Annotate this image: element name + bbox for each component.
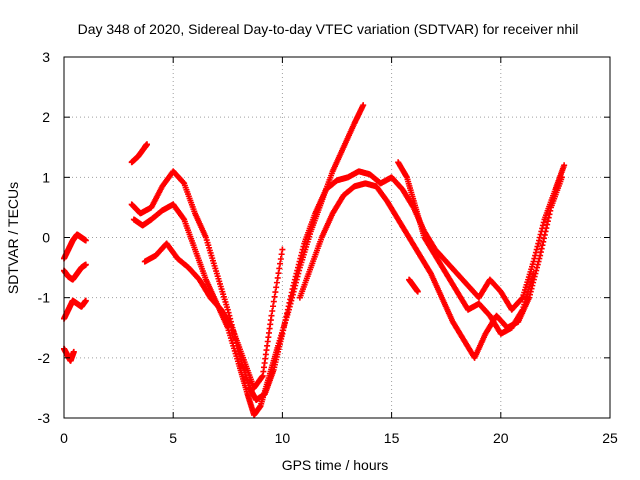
data-points xyxy=(61,102,568,418)
series-track-c xyxy=(61,297,89,322)
y-tick-label: 1 xyxy=(42,169,50,185)
series-track-j xyxy=(395,159,537,337)
y-tick-label: -2 xyxy=(38,350,51,366)
data-point xyxy=(360,102,367,109)
x-tick-label: 20 xyxy=(493,430,509,446)
y-tick-label: 3 xyxy=(42,49,50,65)
series-track-e xyxy=(128,141,150,166)
series-track-i xyxy=(296,174,565,361)
chart-title: Day 348 of 2020, Sidereal Day-to-day VTE… xyxy=(78,21,579,37)
x-axis-label: GPS time / hours xyxy=(282,457,389,473)
data-point xyxy=(414,288,421,295)
data-point xyxy=(70,348,77,355)
y-tick-label: 2 xyxy=(42,109,50,125)
data-point xyxy=(561,162,568,169)
x-tick-label: 15 xyxy=(384,430,400,446)
x-tick-label: 25 xyxy=(602,430,618,446)
x-tick-label: 5 xyxy=(169,430,177,446)
series-track-k xyxy=(406,276,421,295)
x-tick-label: 0 xyxy=(60,430,68,446)
axis-ticks: 0 5 10 15 20 25 -3 -2 -1 0 1 2 3 xyxy=(38,49,618,446)
data-point xyxy=(82,297,89,304)
y-axis-label: SDTVAR / TECUs xyxy=(5,182,21,294)
y-tick-label: -1 xyxy=(38,290,51,306)
data-point xyxy=(143,141,150,148)
y-tick-label: -3 xyxy=(38,410,51,426)
data-point xyxy=(82,237,89,244)
data-point xyxy=(558,174,565,181)
data-point xyxy=(82,261,89,268)
data-point xyxy=(279,246,286,253)
data-point xyxy=(530,270,537,277)
x-tick-label: 10 xyxy=(275,430,291,446)
series-track-b xyxy=(61,261,89,283)
series-track-h xyxy=(141,240,286,391)
y-tick-label: 0 xyxy=(42,230,50,246)
